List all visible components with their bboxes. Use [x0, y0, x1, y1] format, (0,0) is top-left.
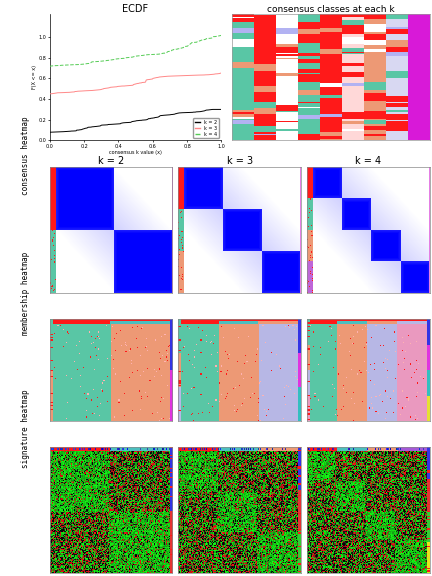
X-axis label: consensus k value (x): consensus k value (x) [109, 150, 162, 156]
Title: k = 4: k = 4 [356, 156, 381, 166]
Title: k = 2: k = 2 [98, 156, 124, 166]
Text: membership heatmap: membership heatmap [22, 252, 30, 335]
Legend: k = 2, k = 3, k = 4: k = 2, k = 3, k = 4 [193, 118, 219, 138]
Title: k = 3: k = 3 [227, 156, 253, 166]
Title: consensus classes at each k: consensus classes at each k [267, 5, 395, 14]
Title: ECDF: ECDF [122, 3, 149, 14]
Text: signature heatmap: signature heatmap [22, 390, 30, 468]
Text: consensus heatmap: consensus heatmap [22, 116, 30, 195]
Y-axis label: F(X <= x): F(X <= x) [32, 66, 37, 89]
